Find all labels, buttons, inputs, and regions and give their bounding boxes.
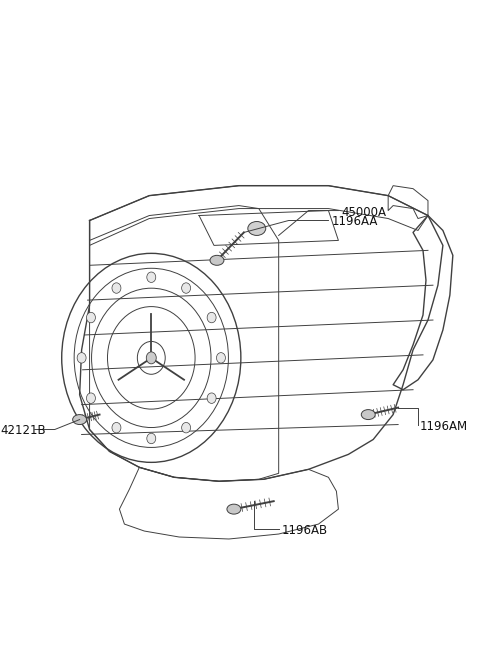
Ellipse shape (181, 283, 191, 293)
Ellipse shape (227, 504, 241, 514)
Text: 1196AA: 1196AA (331, 215, 378, 229)
Ellipse shape (181, 422, 191, 433)
Ellipse shape (207, 393, 216, 403)
Ellipse shape (112, 422, 121, 433)
Ellipse shape (207, 312, 216, 323)
Ellipse shape (147, 433, 156, 443)
Ellipse shape (86, 312, 96, 323)
Text: 45000A: 45000A (341, 206, 386, 219)
Ellipse shape (86, 393, 96, 403)
Ellipse shape (72, 415, 86, 424)
Text: 42121B: 42121B (0, 424, 46, 438)
Ellipse shape (361, 409, 375, 420)
Text: 1196AB: 1196AB (282, 524, 328, 537)
Ellipse shape (112, 283, 121, 293)
Ellipse shape (248, 221, 266, 235)
Ellipse shape (77, 352, 86, 363)
Text: 1196AM: 1196AM (420, 419, 468, 432)
Ellipse shape (210, 255, 224, 265)
Ellipse shape (147, 272, 156, 282)
Ellipse shape (216, 352, 226, 363)
Ellipse shape (146, 352, 156, 364)
